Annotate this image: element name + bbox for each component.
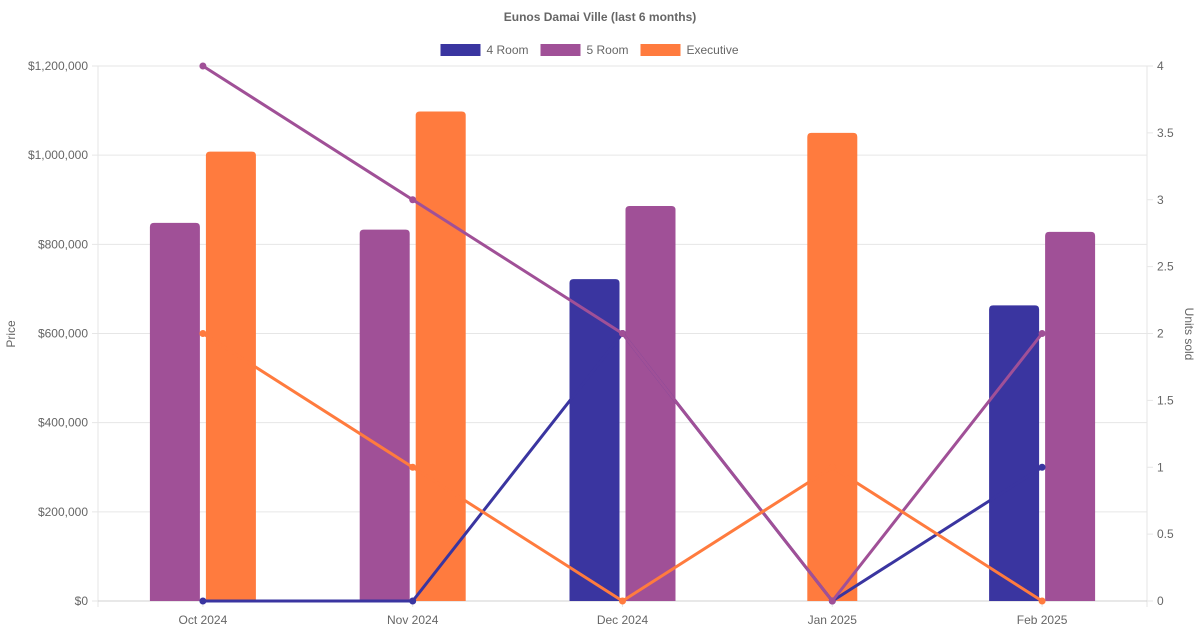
bar-5-room — [149, 222, 200, 601]
y-axis-right: 0 0.5 1 1.5 2 2.5 3 3.5 4 — [1147, 59, 1174, 608]
bar-4-room — [569, 279, 620, 601]
y-tick-label: $0 — [75, 594, 89, 608]
point-5-room — [1038, 330, 1046, 337]
y2-tick-label: 0 — [1157, 594, 1164, 608]
y2-tick-label: 3.5 — [1157, 126, 1174, 140]
point-executive — [1038, 597, 1046, 605]
x-tick-label: Dec 2024 — [597, 613, 649, 627]
y-axis-title: Price — [4, 320, 18, 348]
y-tick-label: $200,000 — [38, 505, 88, 519]
legend-swatch-5-room — [540, 44, 581, 56]
bar-executive — [205, 151, 256, 601]
y2-tick-label: 2.5 — [1157, 260, 1174, 274]
point-executive — [199, 330, 207, 337]
chart-title: Eunos Damai Ville (last 6 months) — [504, 10, 697, 24]
point-5-room — [409, 196, 417, 204]
line-4-room — [202, 332, 1043, 603]
point-executive — [828, 463, 836, 471]
bar-4-room — [989, 305, 1040, 601]
y2-tick-label: 0.5 — [1157, 527, 1174, 541]
lines — [199, 62, 1046, 605]
legend-label-5-room: 5 Room — [587, 43, 629, 57]
x-tick-label: Oct 2024 — [179, 613, 228, 627]
bar-5-room — [625, 205, 676, 601]
y-tick-label: $600,000 — [38, 327, 88, 341]
bar-executive — [415, 111, 466, 601]
y-tick-label: $400,000 — [38, 416, 88, 430]
x-tick-label: Nov 2024 — [387, 613, 439, 627]
y2-tick-label: 4 — [1157, 59, 1164, 73]
legend-label-4-room: 4 Room — [487, 43, 529, 57]
x-tick-label: Jan 2025 — [808, 613, 858, 627]
point-4-room — [1038, 463, 1046, 471]
x-tick-label: Feb 2025 — [1017, 613, 1068, 627]
y-tick-label: $1,000,000 — [28, 148, 88, 162]
legend: 4 Room 5 Room Executive — [440, 43, 739, 57]
bar-executive — [807, 132, 858, 601]
point-4-room — [199, 597, 207, 605]
grid — [92, 65, 1148, 607]
y2-tick-label: 1.5 — [1157, 393, 1174, 407]
y-axis-left: $0 $200,000 $400,000 $600,000 $800,000 $1,000… — [28, 59, 88, 608]
point-5-room — [619, 330, 626, 337]
bar-5-room — [1045, 231, 1096, 601]
line-executive — [202, 332, 1043, 603]
y2-tick-label: 1 — [1157, 460, 1164, 474]
point-5-room — [199, 62, 207, 70]
legend-swatch-executive — [640, 44, 681, 56]
point-executive — [619, 597, 626, 605]
legend-label-executive: Executive — [687, 43, 739, 57]
legend-swatch-4-room — [440, 44, 481, 56]
y-tick-label: $1,200,000 — [28, 59, 88, 73]
x-axis: Oct 2024 Nov 2024 Dec 2024 Jan 2025 Feb 2025 — [179, 601, 1068, 627]
point-4-room — [409, 597, 417, 605]
bar-5-room — [359, 229, 410, 601]
y2-tick-label: 2 — [1157, 327, 1164, 341]
y-tick-label: $800,000 — [38, 237, 88, 251]
y2-axis-title: Units sold — [1182, 308, 1196, 361]
point-executive — [409, 463, 417, 471]
bars — [149, 111, 1096, 601]
y2-tick-label: 3 — [1157, 193, 1164, 207]
point-5-room — [828, 597, 836, 605]
